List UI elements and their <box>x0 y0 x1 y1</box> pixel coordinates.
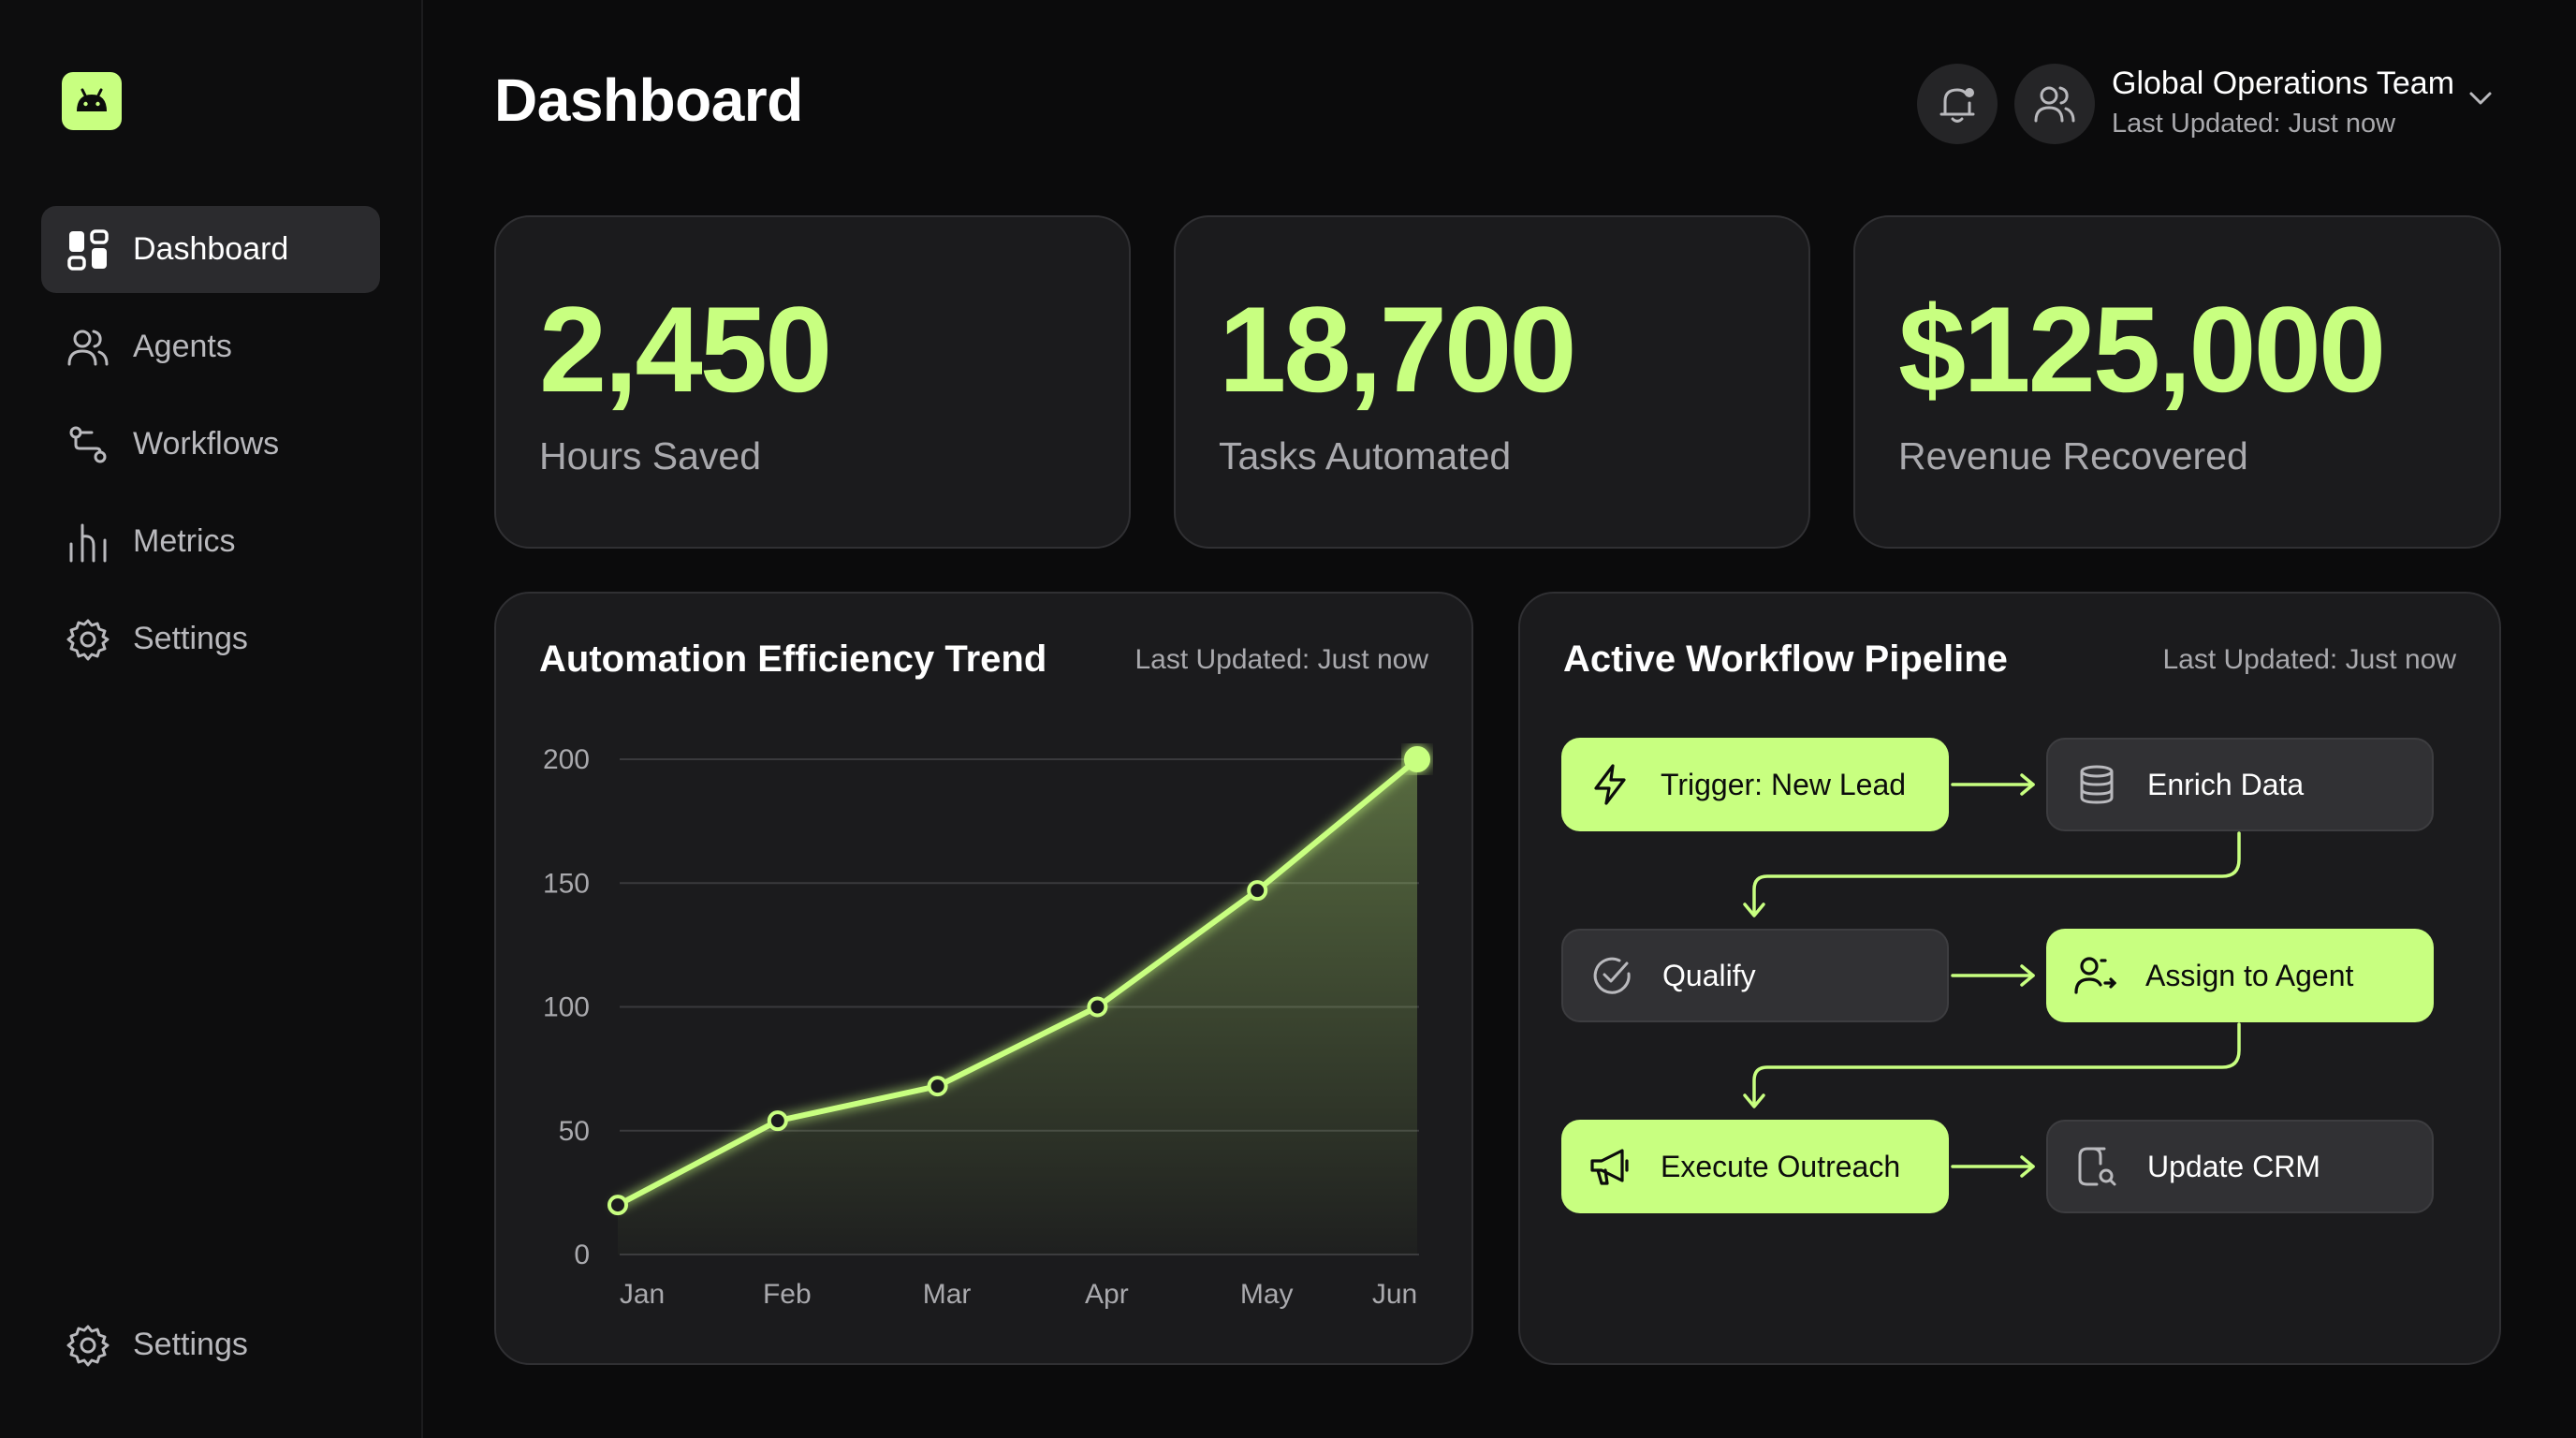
sidebar-item-workflows[interactable]: Workflows <box>41 401 380 488</box>
arrow-head <box>2020 1155 2035 1178</box>
y-tick-label: 200 <box>543 744 590 775</box>
pipeline-card: Active Workflow Pipeline Last Updated: J… <box>1518 592 2501 1365</box>
trend-chart: 0 50 100 150 200 Jan Feb Mar Apr May Jun <box>543 744 1430 1310</box>
pipeline-node-assign[interactable]: Assign to Agent <box>2046 929 2434 1022</box>
app-logo[interactable] <box>62 72 122 130</box>
x-tick-label: May <box>1240 1279 1294 1310</box>
chart-point[interactable] <box>1247 880 1268 902</box>
sidebar-item-dashboard[interactable]: Dashboard <box>41 206 380 293</box>
chevron-down-icon <box>2469 92 2492 105</box>
page-title: Dashboard <box>494 66 803 134</box>
connector-elbow <box>1752 1022 2241 1107</box>
crm-search-icon <box>2074 1144 2119 1189</box>
team-avatar[interactable] <box>2014 64 2095 144</box>
pipeline-connectors <box>1743 773 2241 1178</box>
node-label: Update CRM <box>2147 1149 2320 1183</box>
sidebar-item-label: Dashboard <box>133 231 289 267</box>
database-icon <box>2074 762 2119 807</box>
y-tick-label: 100 <box>543 992 590 1023</box>
sidebar-item-label: Settings <box>133 621 248 656</box>
arrow-head <box>2020 964 2035 987</box>
stat-label: Revenue Recovered <box>1898 434 2248 477</box>
stat-card-hours-saved: 2,450 Hours Saved <box>494 215 1131 549</box>
stat-label: Tasks Automated <box>1219 434 1512 477</box>
megaphone-icon <box>1588 1144 1632 1189</box>
users-icon <box>66 325 110 370</box>
arrow-head <box>1743 902 1765 917</box>
sidebar-item-settings[interactable]: Settings <box>41 595 380 682</box>
pipeline-node-update-crm[interactable]: Update CRM <box>2046 1120 2434 1213</box>
chart-title: Automation Efficiency Trend <box>539 638 1047 680</box>
chart-point[interactable] <box>1087 996 1108 1018</box>
chart-point[interactable] <box>767 1110 788 1132</box>
dashboard-icon <box>66 227 110 272</box>
stat-label: Hours Saved <box>539 434 762 477</box>
stat-card-tasks-automated: 18,700 Tasks Automated <box>1174 215 1810 549</box>
arrow-head <box>1743 1093 1765 1108</box>
workflow-icon <box>66 422 110 467</box>
arrow-head <box>2020 773 2035 796</box>
bar-chart-icon <box>66 520 110 565</box>
team-name[interactable]: Global Operations Team <box>2112 66 2455 101</box>
sidebar-item-agents[interactable]: Agents <box>41 303 380 390</box>
bell-icon <box>1939 88 1975 123</box>
stat-card-revenue-recovered: $125,000 Revenue Recovered <box>1853 215 2501 549</box>
chart-last-updated: Last Updated: Just now <box>1134 644 1428 675</box>
node-label: Assign to Agent <box>2145 958 2354 992</box>
users-icon <box>2034 86 2075 123</box>
stat-value: 2,450 <box>539 281 832 418</box>
chart-series-line <box>615 756 1420 1209</box>
team-dropdown-toggle[interactable] <box>2467 90 2494 111</box>
y-tick-label: 50 <box>559 1116 590 1147</box>
chart-area-fill <box>618 759 1417 1255</box>
gear-icon <box>66 617 110 662</box>
x-tick-label: Mar <box>923 1279 972 1310</box>
x-tick-label: Jun <box>1372 1279 1417 1310</box>
pipeline-node-enrich[interactable]: Enrich Data <box>2046 738 2434 831</box>
chart-point[interactable] <box>927 1076 948 1097</box>
sidebar-item-label: Metrics <box>133 523 236 559</box>
android-icon <box>77 88 107 111</box>
y-tick-label: 150 <box>543 868 590 899</box>
node-label: Execute Outreach <box>1661 1149 1901 1183</box>
x-tick-label: Jan <box>620 1279 665 1310</box>
team-last-updated: Last Updated: Just now <box>2112 109 2396 139</box>
stat-value: $125,000 <box>1898 281 2386 418</box>
node-label: Enrich Data <box>2147 767 2305 801</box>
x-tick-label: Feb <box>763 1279 812 1310</box>
pipeline-title: Active Workflow Pipeline <box>1563 638 2008 680</box>
pipeline-last-updated: Last Updated: Just now <box>2162 644 2456 675</box>
pipeline-node-trigger[interactable]: Trigger: New Lead <box>1561 738 1949 831</box>
sidebar-item-label: Settings <box>133 1327 248 1362</box>
node-label: Qualify <box>1662 958 1756 992</box>
notifications-button[interactable] <box>1917 64 1998 144</box>
user-plus-icon <box>2072 953 2117 998</box>
node-label: Trigger: New Lead <box>1661 767 1907 801</box>
chart-point[interactable] <box>1404 746 1430 772</box>
gear-icon <box>66 1323 110 1368</box>
y-tick-label: 0 <box>574 1240 590 1270</box>
chart-point[interactable] <box>607 1195 628 1216</box>
sidebar-footer-settings[interactable]: Settings <box>41 1301 380 1388</box>
pipeline-node-qualify[interactable]: Qualify <box>1561 929 1949 1022</box>
connector-elbow <box>1752 831 2241 916</box>
pipeline-node-outreach[interactable]: Execute Outreach <box>1561 1120 1949 1213</box>
lightning-icon <box>1588 762 1632 807</box>
sidebar: Dashboard Agents Workflows <box>0 0 423 1438</box>
trend-chart-card: Automation Efficiency Trend Last Updated… <box>494 592 1473 1365</box>
stat-value: 18,700 <box>1219 281 1577 418</box>
check-circle-icon <box>1589 953 1634 998</box>
x-tick-label: Apr <box>1085 1279 1129 1310</box>
sidebar-item-metrics[interactable]: Metrics <box>41 498 380 585</box>
sidebar-item-label: Workflows <box>133 426 280 462</box>
sidebar-item-label: Agents <box>133 329 232 364</box>
